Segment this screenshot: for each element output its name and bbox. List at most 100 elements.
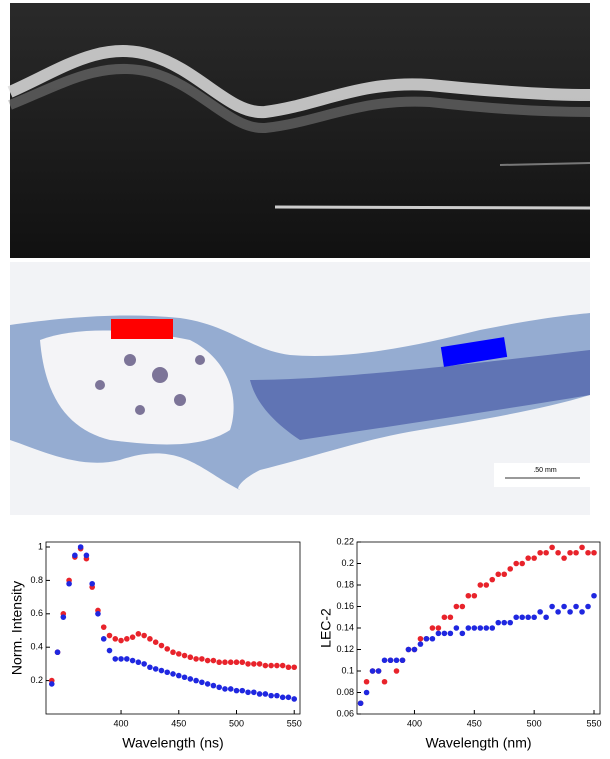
x-tick-label: 500 bbox=[527, 718, 542, 728]
data-point bbox=[268, 662, 274, 669]
data-point bbox=[141, 632, 147, 639]
y-axis-label: Norm. Intensity bbox=[9, 581, 25, 675]
x-tick-label: 500 bbox=[229, 718, 244, 728]
x-tick-label: 400 bbox=[407, 718, 422, 728]
data-point bbox=[274, 662, 280, 669]
data-point bbox=[141, 661, 147, 667]
data-point bbox=[124, 636, 130, 642]
data-point bbox=[210, 682, 217, 689]
data-point bbox=[251, 661, 257, 667]
data-point bbox=[477, 625, 484, 631]
data-point bbox=[417, 635, 424, 642]
data-point bbox=[262, 662, 269, 669]
data-point bbox=[118, 637, 124, 644]
data-point bbox=[222, 659, 228, 666]
data-point bbox=[453, 603, 460, 610]
data-point bbox=[291, 664, 298, 671]
data-point bbox=[199, 679, 205, 686]
y-tick-label: 0.16 bbox=[336, 601, 354, 611]
scale-bar-label: .50 mm bbox=[533, 467, 557, 474]
data-point bbox=[170, 671, 176, 677]
data-point bbox=[187, 654, 194, 661]
data-point bbox=[573, 603, 579, 610]
y-tick-label: 0.6 bbox=[30, 608, 43, 618]
data-point bbox=[193, 656, 199, 662]
data-point bbox=[83, 552, 90, 559]
data-point bbox=[100, 624, 107, 630]
data-point bbox=[251, 689, 257, 696]
data-point bbox=[256, 661, 263, 667]
data-point bbox=[279, 662, 286, 669]
data-point bbox=[72, 552, 78, 559]
data-point bbox=[519, 614, 525, 621]
data-point bbox=[227, 659, 234, 666]
y-tick-label: 0.2 bbox=[30, 675, 43, 685]
data-point bbox=[129, 634, 136, 640]
data-point bbox=[66, 580, 72, 587]
data-point bbox=[357, 700, 364, 707]
x-tick-label: 450 bbox=[171, 718, 186, 728]
data-point bbox=[483, 625, 490, 631]
x-tick-label: 550 bbox=[586, 718, 601, 728]
data-point bbox=[399, 657, 406, 664]
data-point bbox=[54, 649, 61, 656]
data-point bbox=[369, 668, 376, 674]
data-point bbox=[95, 611, 101, 617]
data-point bbox=[135, 631, 142, 637]
data-point bbox=[363, 689, 370, 696]
data-point bbox=[429, 625, 436, 631]
data-point bbox=[274, 692, 280, 699]
data-point bbox=[375, 668, 382, 674]
data-point bbox=[164, 646, 171, 652]
data-point bbox=[489, 625, 496, 631]
x-tick-label: 550 bbox=[287, 718, 302, 728]
x-axis-label: Wavelength (ns) bbox=[122, 735, 223, 751]
y-tick-label: 0.06 bbox=[336, 708, 354, 718]
data-point bbox=[181, 674, 188, 681]
data-point bbox=[210, 657, 217, 664]
x-axis-label: Wavelength (nm) bbox=[425, 735, 531, 751]
data-point bbox=[549, 544, 555, 551]
data-point bbox=[175, 651, 182, 657]
data-point bbox=[417, 641, 424, 647]
data-point bbox=[291, 696, 298, 702]
data-point bbox=[441, 630, 448, 637]
data-point bbox=[531, 555, 537, 561]
data-point bbox=[483, 582, 490, 588]
data-point bbox=[233, 659, 240, 666]
y-tick-label: 0.12 bbox=[336, 644, 354, 654]
data-point bbox=[106, 632, 113, 639]
data-point bbox=[471, 592, 478, 599]
y-tick-label: 0.18 bbox=[336, 579, 354, 589]
data-point bbox=[465, 625, 472, 631]
data-point bbox=[459, 630, 466, 637]
data-point bbox=[579, 609, 585, 615]
data-point bbox=[245, 689, 251, 696]
y-tick-label: 0.1 bbox=[341, 665, 354, 675]
data-point bbox=[204, 681, 211, 687]
data-point bbox=[239, 687, 246, 694]
data-point bbox=[135, 659, 142, 666]
data-point bbox=[579, 544, 585, 551]
data-point bbox=[152, 639, 159, 645]
data-point bbox=[507, 619, 514, 626]
data-point bbox=[501, 619, 508, 626]
data-point bbox=[285, 694, 292, 701]
data-point bbox=[193, 677, 199, 684]
y-tick-label: 0.4 bbox=[30, 642, 43, 652]
data-point bbox=[519, 560, 525, 567]
data-point bbox=[489, 576, 496, 583]
x-tick-label: 450 bbox=[467, 718, 482, 728]
y-tick-label: 0.14 bbox=[336, 622, 354, 632]
data-point bbox=[233, 687, 240, 694]
y-tick-label: 0.22 bbox=[336, 536, 354, 546]
data-point bbox=[152, 666, 159, 672]
y-tick-label: 0.2 bbox=[341, 558, 354, 568]
data-point bbox=[423, 635, 430, 642]
plot-frame bbox=[45, 541, 301, 715]
data-point bbox=[239, 659, 246, 666]
data-point bbox=[77, 544, 84, 550]
data-point bbox=[227, 686, 234, 692]
data-point bbox=[591, 592, 597, 599]
data-point bbox=[585, 549, 591, 556]
